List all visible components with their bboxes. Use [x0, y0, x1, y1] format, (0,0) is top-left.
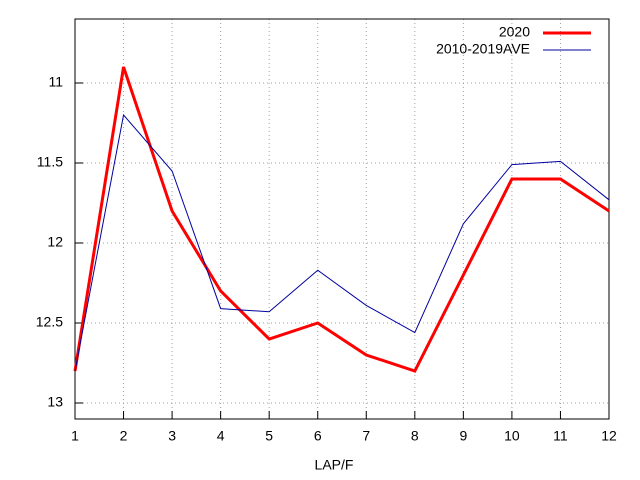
x-tick-label: 6 [314, 428, 322, 444]
x-tick-label: 9 [459, 428, 467, 444]
series-line [74, 113, 610, 372]
y-tick-label: 12.5 [36, 314, 63, 330]
x-tick-label: 4 [217, 428, 225, 444]
x-tick-label: 7 [362, 428, 370, 444]
x-tick-label: 8 [411, 428, 419, 444]
x-tick-label: 1 [71, 428, 79, 444]
series-line [73, 66, 610, 373]
x-tick-label: 12 [601, 428, 617, 444]
x-tick-label: 2 [120, 428, 128, 444]
x-tick-label: 3 [168, 428, 176, 444]
x-tick-label: 11 [553, 428, 568, 444]
legend-label: 2020 [499, 24, 530, 40]
y-tick-label: 11 [48, 74, 63, 90]
x-tick-label: 10 [504, 428, 520, 444]
x-axis-label: LAP/F [315, 457, 354, 473]
x-tick-label: 5 [265, 428, 273, 444]
y-tick-label: 12 [47, 234, 63, 250]
legend-label: 2010-2019AVE [436, 41, 530, 57]
plot-border [74, 18, 610, 420]
y-tick-label: 13 [47, 394, 63, 410]
y-tick-label: 11.5 [37, 154, 63, 170]
